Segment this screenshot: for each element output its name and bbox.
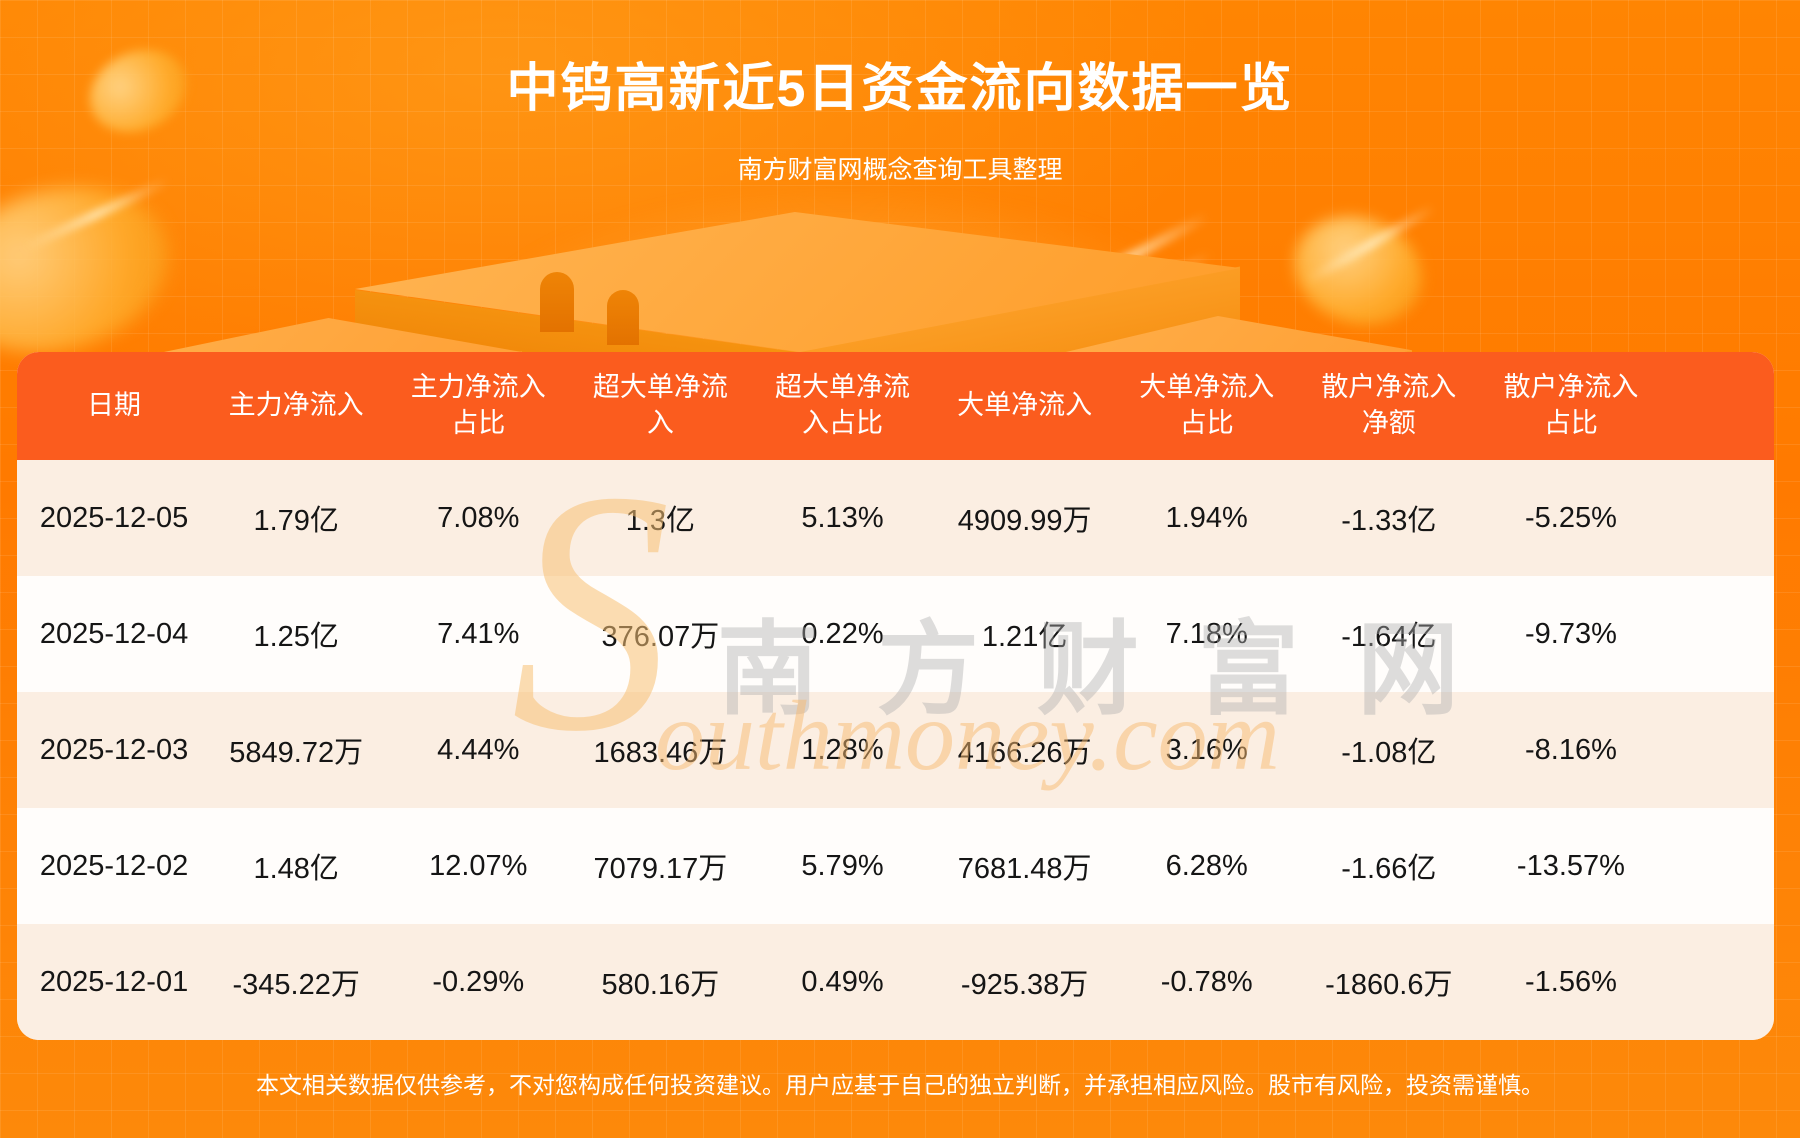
value-cell: 0.49% [801, 965, 884, 998]
value-cell: -1.64亿 [1341, 621, 1437, 653]
column-header: 散户净流入占比 [1503, 372, 1639, 438]
value-cell: -1.56% [1524, 965, 1617, 998]
value-cell: -345.22万 [232, 969, 360, 1001]
column-header: 主力净流入占比 [410, 372, 546, 438]
column-header: 散户净流入净额 [1321, 372, 1457, 438]
value-cell: -0.78% [1160, 965, 1253, 998]
page-title: 中钨高新近5日资金流向数据一览 [506, 60, 1294, 118]
column-header: 超大单净流入占比 [774, 372, 910, 438]
value-cell: -1.33亿 [1341, 505, 1437, 537]
podium-arch [607, 290, 639, 345]
date-cell: 2025-12-01 [39, 965, 189, 998]
coin-icon [1278, 198, 1438, 343]
date-cell: 2025-12-05 [39, 501, 189, 534]
page-subtitle: 南方财富网概念查询工具整理 [737, 156, 1063, 184]
light-streak [1302, 203, 1438, 286]
value-cell: 4909.99万 [957, 505, 1092, 537]
fund-flow-table: 日期 主力净流入 主力净流入占比 超大单净流入 超大单净流入占比 大单净流入 大单净流入占比… [17, 352, 1774, 1040]
value-cell: 6.28% [1165, 849, 1248, 882]
value-cell: -8.16% [1524, 733, 1617, 766]
value-cell: 1.21亿 [981, 621, 1068, 653]
column-header: 超大单净流入 [592, 372, 728, 438]
value-cell: 1.48亿 [253, 853, 339, 885]
coin-icon [0, 163, 187, 377]
table-row: 2025-12-01 -345.22万 -0.29% 580.16万 0.49% -925… [17, 924, 1774, 1040]
table-row: 2025-12-03 5849.72万 4.44% 1683.46万 1.28% 4166… [17, 692, 1774, 808]
date-cell: 2025-12-04 [39, 617, 189, 650]
value-cell: 376.07万 [601, 621, 720, 653]
value-cell: 7079.17万 [593, 853, 728, 885]
value-cell: 1.79亿 [253, 505, 339, 537]
value-cell: 7681.48万 [957, 853, 1092, 885]
disclaimer: 本文相关数据仅供参考，不对您构成任何投资建议。用户应基于自己的独立判断，并承担相… [256, 1072, 1544, 1098]
value-cell: -925.38万 [960, 969, 1089, 1001]
table-header-row: 日期 主力净流入 主力净流入占比 超大单净流入 超大单净流入占比 大单净流入 大单净流入占比… [17, 352, 1774, 460]
value-cell: 4166.26万 [957, 737, 1092, 769]
value-cell: 1.25亿 [253, 621, 339, 653]
value-cell: 1.94% [1165, 501, 1248, 534]
table-body: 2025-12-05 1.79亿 7.08% 1.3亿 5.13% 4909.99万 1.9… [17, 460, 1774, 1040]
table-row: 2025-12-04 1.25亿 7.41% 376.07万 0.22% 1.21亿 7.1… [17, 576, 1774, 692]
value-cell: 5849.72万 [229, 737, 364, 769]
value-cell: 5.79% [801, 849, 884, 882]
column-header: 大单净流入 [957, 390, 1093, 421]
value-cell: -5.25% [1524, 501, 1617, 534]
value-cell: 1.3亿 [625, 505, 696, 537]
value-cell: 3.16% [1165, 733, 1248, 766]
table-row: 2025-12-02 1.48亿 12.07% 7079.17万 5.79% 7681.4… [17, 808, 1774, 924]
light-streak [21, 176, 171, 253]
value-cell: 580.16万 [601, 969, 720, 1001]
value-cell: -1.66亿 [1341, 853, 1437, 885]
value-cell: -1.08亿 [1341, 737, 1437, 769]
value-cell: -0.29% [432, 965, 525, 998]
value-cell: -13.57% [1516, 849, 1625, 882]
value-cell: 12.07% [429, 849, 528, 882]
date-cell: 2025-12-02 [39, 849, 189, 882]
table-row: 2025-12-05 1.79亿 7.08% 1.3亿 5.13% 4909.99万 1.9… [17, 460, 1774, 576]
value-cell: 4.44% [437, 733, 520, 766]
value-cell: 1.28% [801, 733, 884, 766]
value-cell: 7.18% [1165, 617, 1248, 650]
value-cell: 7.41% [437, 617, 520, 650]
value-cell: 0.22% [801, 617, 884, 650]
value-cell: -1860.6万 [1325, 969, 1453, 1001]
column-header: 大单净流入占比 [1139, 372, 1275, 438]
value-cell: 7.08% [437, 501, 520, 534]
value-cell: 5.13% [801, 501, 884, 534]
column-header: 主力净流入 [228, 390, 364, 421]
podium-arch [540, 272, 574, 332]
date-cell: 2025-12-03 [39, 733, 189, 766]
value-cell: -9.73% [1524, 617, 1617, 650]
column-header: 日期 [87, 390, 142, 421]
value-cell: 1683.46万 [593, 737, 728, 769]
